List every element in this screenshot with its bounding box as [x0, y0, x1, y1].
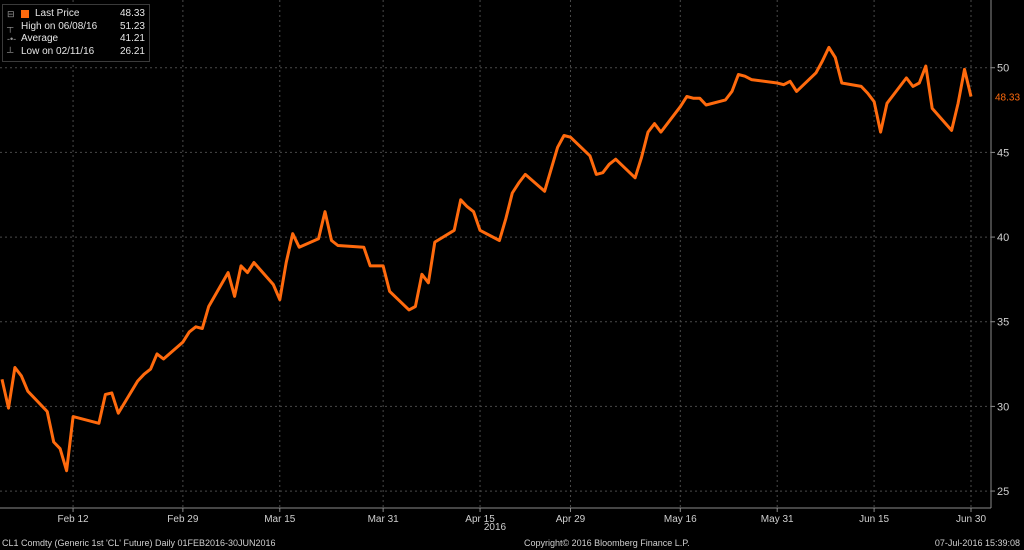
x-tick-label: Feb 12: [57, 514, 89, 525]
legend-row-last-price: ⊟ Last Price 48.33: [7, 8, 145, 21]
legend-row-low: ┴ Low on 02/11/16 26.21: [7, 46, 145, 59]
x-axis-year-label: 2016: [484, 522, 507, 533]
x-tick-labels: Feb 12 Feb 29 Mar 15 Mar 31 Apr 15 Apr 29 May …: [57, 508, 986, 525]
legend-row-high: ┬ High on 06/08/16 51.23: [7, 21, 145, 34]
y-tick-label: 45: [997, 147, 1009, 159]
low-marker-icon: ┴: [7, 46, 14, 57]
average-marker-icon: -•-: [7, 34, 17, 44]
collapse-icon[interactable]: ⊟: [7, 9, 15, 19]
timestamp: 07-Jul-2016 15:39:08: [934, 538, 1020, 548]
chart-legend: ⊟ Last Price 48.33 ┬ High on 06/08/16 51…: [2, 4, 150, 62]
legend-value: 51.23: [119, 20, 145, 32]
x-tick-label: May 31: [761, 514, 794, 525]
last-price-series-line: [0, 45, 973, 473]
x-tick-label: Feb 29: [167, 514, 199, 525]
last-price-tag: 48.33: [993, 89, 1024, 104]
copyright-text: Copyright© 2016 Bloomberg Finance L.P.: [524, 538, 690, 548]
legend-label: Last Price: [35, 8, 80, 19]
y-tick-label: 25: [997, 486, 1009, 498]
x-tick-label: Apr 29: [556, 514, 586, 525]
y-tick-label: 30: [997, 401, 1009, 413]
legend-label: Average: [21, 33, 59, 44]
legend-row-average: -•- Average 41.21: [7, 33, 145, 46]
security-description: CL1 Comdty (Generic 1st 'CL' Future) Dai…: [2, 538, 276, 548]
y-tick-label: 35: [997, 317, 1009, 329]
x-tick-label: Mar 31: [368, 514, 400, 525]
legend-value: 48.33: [119, 8, 145, 19]
chart-footer: CL1 Comdty (Generic 1st 'CL' Future) Dai…: [0, 537, 1024, 550]
grid-lines: [0, 0, 991, 508]
legend-label: Low on 02/11/16: [21, 45, 95, 57]
orange-square-icon: [21, 10, 29, 19]
legend-value: 26.21: [119, 45, 145, 57]
last-price-tag-value: 48.33: [995, 93, 1020, 104]
high-marker-icon: ┬: [7, 21, 14, 32]
price-line-chart: Feb 12 Feb 29 Mar 15 Mar 31 Apr 15 Apr 29 May …: [0, 0, 1024, 533]
x-tick-label: Jun 15: [859, 514, 889, 525]
x-tick-label: Apr 15: [465, 514, 495, 525]
y-tick-labels: 25 30 35 40 45 50: [991, 63, 1009, 498]
x-tick-label: May 16: [664, 514, 697, 525]
legend-label: High on 06/08/16: [21, 20, 98, 32]
legend-value: 41.21: [119, 33, 145, 44]
y-tick-label: 40: [997, 232, 1009, 244]
x-tick-label: Jun 30: [956, 514, 986, 525]
x-tick-label: Mar 15: [264, 514, 296, 525]
y-tick-label: 50: [997, 63, 1009, 75]
